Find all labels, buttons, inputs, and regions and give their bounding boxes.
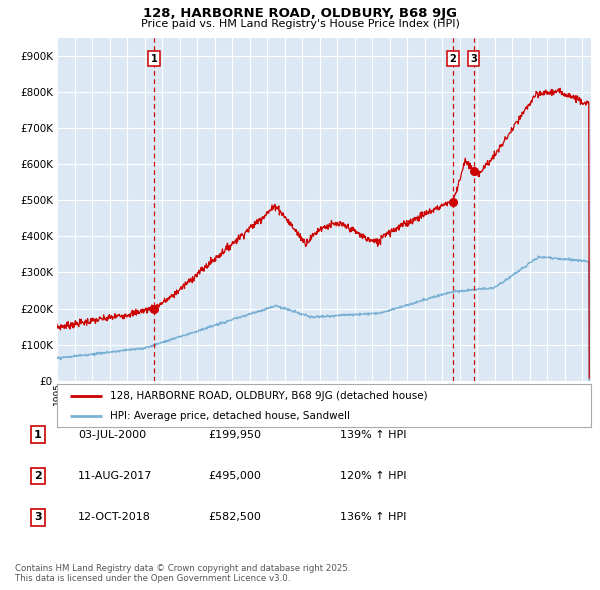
Text: 2: 2 bbox=[449, 54, 457, 64]
Text: 128, HARBORNE ROAD, OLDBURY, B68 9JG (detached house): 128, HARBORNE ROAD, OLDBURY, B68 9JG (de… bbox=[110, 391, 428, 401]
Text: 11-AUG-2017: 11-AUG-2017 bbox=[78, 471, 152, 481]
Text: 3: 3 bbox=[470, 54, 477, 64]
Text: 3: 3 bbox=[34, 513, 42, 522]
Text: Contains HM Land Registry data © Crown copyright and database right 2025.
This d: Contains HM Land Registry data © Crown c… bbox=[15, 563, 350, 583]
Text: Price paid vs. HM Land Registry's House Price Index (HPI): Price paid vs. HM Land Registry's House … bbox=[140, 19, 460, 30]
Text: 03-JUL-2000: 03-JUL-2000 bbox=[78, 430, 146, 440]
Text: HPI: Average price, detached house, Sandwell: HPI: Average price, detached house, Sand… bbox=[110, 411, 350, 421]
Text: £582,500: £582,500 bbox=[208, 513, 261, 522]
Text: £199,950: £199,950 bbox=[208, 430, 261, 440]
Text: 1: 1 bbox=[34, 430, 42, 440]
Text: 139% ↑ HPI: 139% ↑ HPI bbox=[340, 430, 407, 440]
Text: £495,000: £495,000 bbox=[208, 471, 261, 481]
Text: 1: 1 bbox=[151, 54, 157, 64]
Text: 120% ↑ HPI: 120% ↑ HPI bbox=[340, 471, 407, 481]
Text: 2: 2 bbox=[34, 471, 42, 481]
Text: 12-OCT-2018: 12-OCT-2018 bbox=[78, 513, 151, 522]
Text: 136% ↑ HPI: 136% ↑ HPI bbox=[340, 513, 407, 522]
Text: 128, HARBORNE ROAD, OLDBURY, B68 9JG: 128, HARBORNE ROAD, OLDBURY, B68 9JG bbox=[143, 7, 457, 20]
